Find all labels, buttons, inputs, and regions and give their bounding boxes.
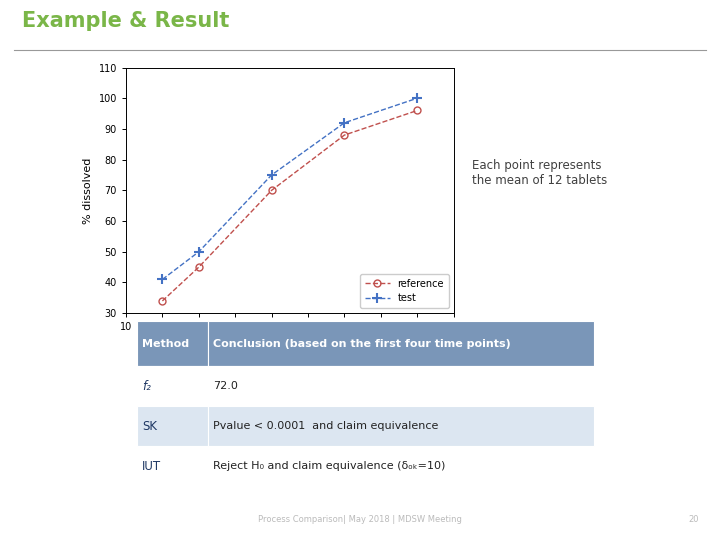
Legend: reference, test: reference, test [361,274,449,308]
reference [267,187,276,194]
Bar [137,406,207,447]
Bar [137,366,207,406]
reference [340,132,348,138]
Y-axis label: % dissolved: % dissolved [83,157,93,224]
reference [413,107,421,114]
Text: IUT: IUT [143,460,161,473]
Text: Each point represents
the mean of 12 tablets: Each point represents the mean of 12 tab… [472,159,607,187]
Text: Example & Result: Example & Result [22,10,229,31]
Bar [207,366,594,406]
Bar [207,406,594,447]
Text: Method: Method [143,339,189,349]
test [194,248,203,255]
test [340,119,348,126]
Text: f₂: f₂ [143,380,151,393]
test [158,276,167,282]
Text: Conclusion (based on the first four time points): Conclusion (based on the first four time… [213,339,511,349]
Text: Process Comparison| May 2018 | MDSW Meeting: Process Comparison| May 2018 | MDSW Meet… [258,515,462,524]
Text: 20: 20 [688,515,698,524]
test [413,95,421,102]
Bar [207,321,594,366]
Bar [137,447,207,487]
test [267,172,276,178]
Text: abbvie: abbvie [18,513,66,526]
Bar [207,447,594,487]
Bar [137,321,207,366]
Text: Pvalue < 0.0001  and claim equivalence: Pvalue < 0.0001 and claim equivalence [213,421,438,431]
Text: 72.0: 72.0 [213,381,238,391]
Text: Reject H₀ and claim equivalence (δₒₖ=10): Reject H₀ and claim equivalence (δₒₖ=10) [213,461,446,471]
Text: SK: SK [143,420,157,433]
reference [158,298,167,304]
Line: test: test [158,93,422,284]
Line: reference: reference [159,107,420,305]
reference [194,264,203,271]
X-axis label: Time (min): Time (min) [259,338,320,348]
